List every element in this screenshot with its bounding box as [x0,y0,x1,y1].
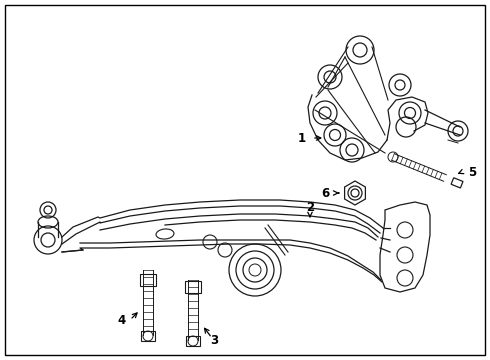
Text: 1: 1 [298,131,306,144]
Text: 2: 2 [306,201,314,213]
Text: 4: 4 [118,314,126,327]
Text: 3: 3 [210,333,218,346]
Text: 5: 5 [468,166,476,179]
Text: 6: 6 [322,186,330,199]
